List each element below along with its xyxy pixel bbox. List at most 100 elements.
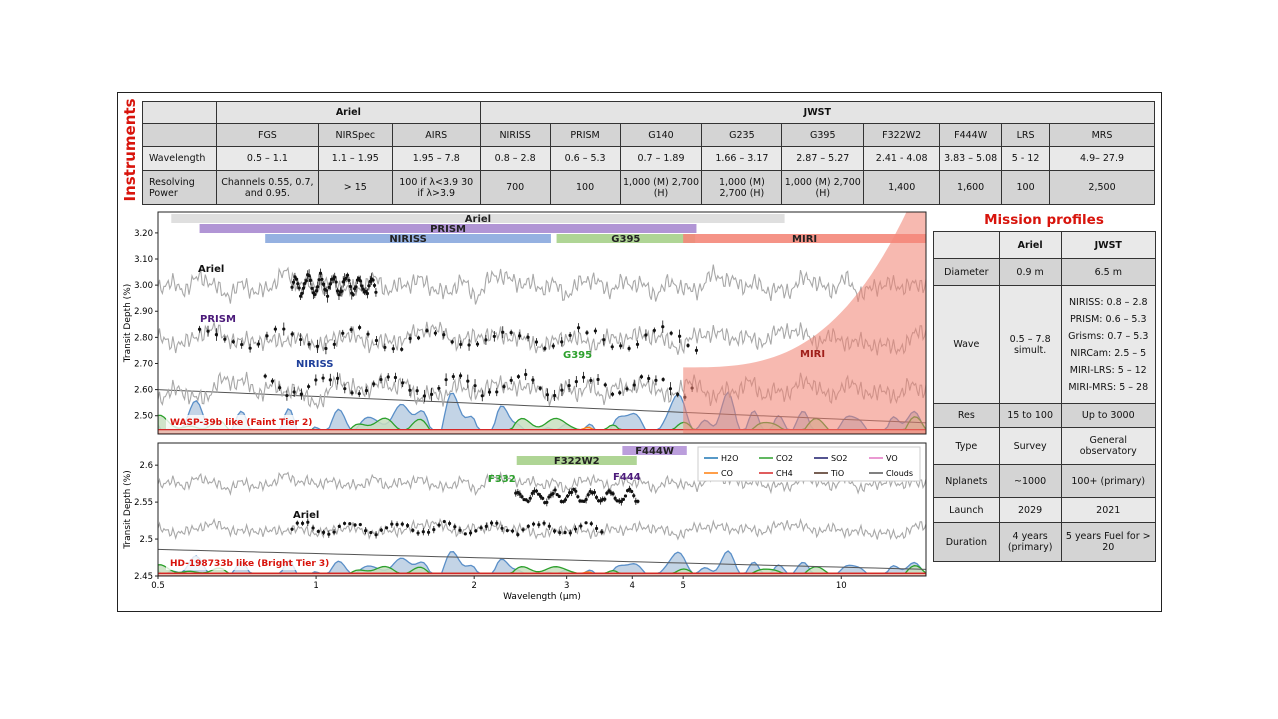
- data-point: [422, 394, 426, 398]
- band-g395: [556, 234, 696, 243]
- mission-profiles-title: Mission profiles: [984, 212, 1104, 228]
- annotation: PRISM: [200, 314, 236, 325]
- data-point: [400, 347, 404, 351]
- instrument-col-fgs: FGS: [215, 123, 319, 147]
- annotation: WASP-39b like (Faint Tier 2): [170, 418, 312, 428]
- data-point: [297, 286, 301, 290]
- legend-box: [697, 446, 921, 482]
- data-point: [479, 526, 483, 530]
- data-point: [610, 345, 614, 349]
- data-point: [668, 387, 673, 391]
- data-point: [335, 289, 340, 293]
- data-point: [240, 342, 244, 347]
- data-point: [576, 495, 580, 499]
- y-tick-label: 3.10: [134, 255, 153, 265]
- data-point: [340, 289, 344, 293]
- data-point: [509, 378, 513, 382]
- table-cell: 100 if λ<3.9 30 if λ>3.9: [391, 170, 481, 205]
- data-point: [603, 497, 607, 501]
- data-point: [526, 524, 530, 528]
- data-point: [308, 278, 313, 282]
- data-point: [400, 522, 404, 526]
- data-point: [600, 530, 604, 534]
- instrument-col-airs: AIRS: [391, 123, 481, 147]
- data-point: [558, 530, 562, 535]
- annotation: F332: [488, 474, 516, 485]
- data-point: [357, 325, 362, 330]
- data-point: [619, 344, 623, 348]
- data-point: [357, 392, 361, 396]
- data-point: [473, 384, 477, 388]
- data-point: [563, 530, 567, 535]
- data-point: [408, 336, 412, 341]
- data-point: [605, 491, 609, 495]
- data-point: [321, 376, 325, 380]
- band-label: NIRISS: [389, 234, 426, 245]
- data-point: [585, 331, 589, 335]
- data-point: [231, 340, 235, 344]
- data-point: [395, 522, 399, 527]
- data-point: [458, 374, 463, 378]
- annotation: Ariel: [293, 510, 319, 521]
- instruments-title-text: Instruments: [121, 98, 139, 202]
- data-point: [623, 494, 628, 498]
- data-point: [582, 499, 586, 503]
- table-cell: 1,400: [863, 170, 941, 205]
- data-point: [572, 487, 576, 491]
- data-point: [341, 331, 345, 335]
- data-point: [520, 495, 524, 499]
- annotation-bg: [166, 415, 312, 429]
- mission-header-cell: [933, 231, 1000, 259]
- data-point: [596, 377, 600, 382]
- data-point: [450, 340, 454, 344]
- miri-uncertainty-area: [683, 212, 926, 434]
- data-point: [678, 334, 682, 338]
- table-cell: 4.9– 27.9: [1049, 146, 1155, 171]
- data-point: [304, 279, 308, 283]
- data-point: [426, 530, 431, 534]
- data-point: [632, 383, 636, 387]
- data-point: [463, 532, 467, 536]
- model-spectrum: [158, 517, 926, 541]
- y-tick-label: 2.55: [134, 498, 153, 508]
- data-point: [432, 528, 436, 532]
- data-point: [310, 286, 314, 291]
- band-label: G395: [611, 234, 640, 245]
- data-point: [425, 329, 429, 333]
- data-point: [487, 390, 492, 394]
- data-point: [502, 385, 506, 389]
- data-point: [384, 526, 389, 530]
- data-point: [458, 528, 462, 532]
- x-tick-label: 5: [680, 581, 685, 591]
- data-point: [354, 285, 358, 289]
- data-point: [348, 284, 352, 289]
- data-point: [531, 522, 536, 526]
- legend-label: CH4: [776, 469, 793, 478]
- data-point: [437, 523, 441, 527]
- table-cell: 1,000 (M) 2,700 (H): [781, 170, 865, 205]
- band-f322w2: [516, 456, 637, 465]
- data-point: [408, 388, 412, 392]
- chart-hd198733b: F444W F322W2 2.45 2.5 2.55 2.6 0.5 1 2 3 4 5 10 Wavel…: [123, 442, 927, 602]
- data-point: [560, 340, 564, 344]
- data-point: [364, 389, 369, 393]
- x-tick-label: 10: [836, 581, 847, 591]
- x-tick-label: 2: [471, 581, 476, 591]
- y-axis-label: Transit Depth (%): [123, 470, 133, 550]
- band-f444w: [622, 446, 687, 455]
- instrument-col-lrs: LRS: [1001, 123, 1051, 147]
- data-point: [315, 344, 320, 348]
- data-point: [248, 346, 252, 350]
- mission-cell: ~1000: [998, 464, 1062, 498]
- data-point: [552, 529, 557, 533]
- y-tick-label: 2.45: [134, 572, 153, 582]
- data-point: [369, 530, 373, 535]
- mission-header-cell: JWST: [1060, 231, 1157, 259]
- annotation: G395: [563, 350, 592, 361]
- data-point: [361, 287, 365, 291]
- figure-frame: [117, 92, 1162, 612]
- table-cell: 3.83 – 5.08: [939, 146, 1003, 171]
- table-cell: 0.6 – 5.3: [549, 146, 621, 171]
- data-point: [386, 375, 390, 379]
- data-point: [568, 333, 572, 337]
